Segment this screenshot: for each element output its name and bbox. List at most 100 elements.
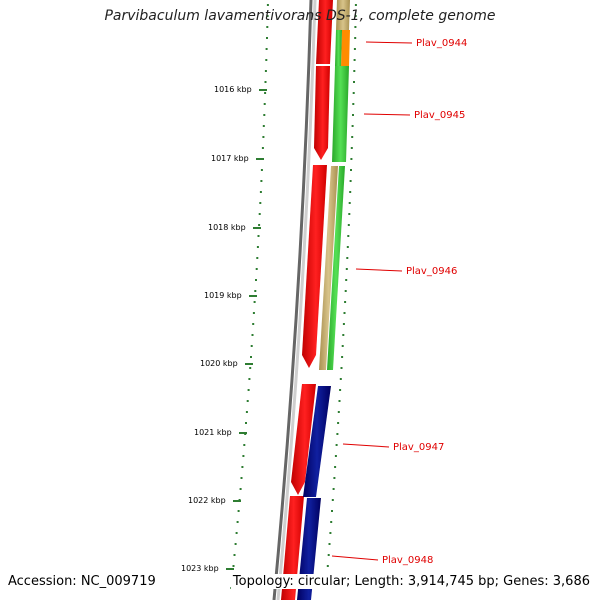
- gene-label-group[interactable]: Plav_0944: [365, 38, 467, 49]
- ruler-dot: [353, 81, 355, 83]
- ruler-dot: [232, 565, 235, 567]
- ruler-dot: [347, 224, 350, 226]
- ruler-dot: [260, 169, 263, 171]
- ruler-dot: [258, 224, 261, 226]
- ruler-dot: [251, 334, 254, 336]
- ruler-dot: [352, 114, 354, 116]
- ruler-dot: [352, 92, 355, 94]
- ruler-dot: [258, 213, 261, 215]
- genome-title: Parvibaculum lavamentivorans DS-1, compl…: [104, 8, 496, 24]
- green-track-segment[interactable]: [335, 30, 342, 66]
- ruler-dot: [351, 125, 354, 127]
- ruler-label: 1017 kbp: [211, 154, 249, 163]
- ruler-dot: [255, 279, 257, 281]
- ruler-dot: [263, 103, 266, 105]
- ruler-dot: [243, 444, 246, 446]
- ruler-dot: [350, 158, 353, 160]
- ruler-dot: [240, 477, 243, 479]
- ruler-dot: [264, 70, 267, 72]
- gene-label[interactable]: Plav_0945: [414, 110, 465, 121]
- gene-label-group[interactable]: Plav_0945: [363, 110, 465, 121]
- genome-backbone-shade: [276, 0, 317, 600]
- ruler-dot: [266, 15, 269, 17]
- green-track-segment[interactable]: [327, 166, 345, 370]
- cds-arrow-forward[interactable]: [302, 165, 327, 368]
- cds-arrow-forward[interactable]: [314, 66, 330, 160]
- ruler-dot: [250, 345, 253, 347]
- green-track-segment[interactable]: [332, 66, 349, 162]
- ruler-dot: [333, 477, 336, 479]
- ruler-dot: [233, 554, 236, 556]
- ruler-dot: [345, 268, 348, 270]
- ruler-dot: [329, 532, 332, 534]
- ruler-dot: [353, 59, 356, 61]
- ruler-dot: [242, 455, 245, 457]
- ruler-dot: [248, 378, 251, 380]
- ruler-dot: [235, 532, 238, 534]
- gene-label-group[interactable]: Plav_0946: [355, 266, 457, 277]
- ruler-mark: 1016 kbp: [214, 85, 267, 94]
- ruler-dot: [262, 125, 265, 127]
- gene-label-group[interactable]: Plav_0948: [331, 555, 433, 566]
- ruler-mark: 1018 kbp: [208, 223, 261, 232]
- ruler-dot: [266, 26, 269, 28]
- ruler-dot: [349, 191, 352, 193]
- ruler-dot: [347, 235, 350, 237]
- cds-arrow-forward[interactable]: [316, 0, 333, 64]
- ruler-dot: [342, 323, 345, 325]
- ruler-label: 1022 kbp: [188, 496, 226, 505]
- ruler-dot: [337, 422, 340, 424]
- ruler-dot: [252, 312, 255, 314]
- gene-label[interactable]: Plav_0947: [393, 442, 444, 453]
- ruler-dot: [339, 378, 342, 380]
- ruler-dot: [354, 15, 357, 17]
- ruler-dot: [332, 488, 335, 490]
- ruler-dot: [239, 488, 242, 490]
- ruler-dot: [266, 4, 269, 6]
- ruler-dot: [340, 367, 343, 369]
- ruler-dot: [237, 510, 240, 512]
- gene-label[interactable]: Plav_0944: [416, 38, 467, 49]
- ruler-label: 1016 kbp: [214, 85, 252, 94]
- ruler-dot: [265, 59, 268, 61]
- ruler-mark: 1021 kbp: [194, 428, 247, 437]
- ruler-mark: 1023 kbp: [181, 564, 234, 573]
- ruler-dot: [353, 48, 356, 50]
- ruler-dot: [335, 444, 338, 446]
- gene-label[interactable]: Plav_0948: [382, 555, 433, 566]
- ruler-dot: [328, 543, 331, 545]
- ruler-mark: 1017 kbp: [211, 154, 264, 163]
- ruler-dot: [331, 510, 333, 512]
- cds-arrow-forward[interactable]: [291, 384, 316, 495]
- ruler-dot: [334, 466, 337, 468]
- ruler-dot: [256, 257, 259, 259]
- ruler-dot: [348, 213, 351, 215]
- ruler-dot: [351, 136, 354, 138]
- gene-label-group[interactable]: Plav_0947: [342, 442, 444, 453]
- khaki-track-segment: [336, 0, 350, 30]
- ruler-dot: [265, 48, 268, 50]
- ruler-dot: [346, 246, 349, 248]
- ruler-dot: [327, 554, 330, 556]
- ruler-dot: [236, 521, 239, 523]
- khaki-track-segment: [319, 166, 338, 370]
- ruler-dot: [344, 301, 347, 303]
- genome-summary: Topology: circular; Length: 3,914,745 bp…: [230, 574, 590, 589]
- gene-label[interactable]: Plav_0946: [406, 266, 457, 277]
- ruler-dot: [348, 202, 351, 204]
- ruler-dots-outer: [325, 4, 357, 589]
- ruler-dot: [264, 81, 267, 83]
- navy-track-segment[interactable]: [303, 386, 331, 497]
- ruler-dot: [261, 147, 264, 149]
- ruler-dot: [253, 301, 256, 303]
- ruler-dot: [256, 246, 259, 248]
- ruler-dot: [263, 114, 266, 116]
- ruler-dot: [334, 455, 337, 457]
- ruler-dot: [266, 37, 268, 39]
- ruler-dot: [352, 103, 355, 105]
- ruler-dot: [257, 235, 260, 237]
- ruler-dot: [262, 136, 265, 138]
- ruler-label: 1018 kbp: [208, 223, 246, 232]
- ruler-mark: 1020 kbp: [200, 359, 253, 368]
